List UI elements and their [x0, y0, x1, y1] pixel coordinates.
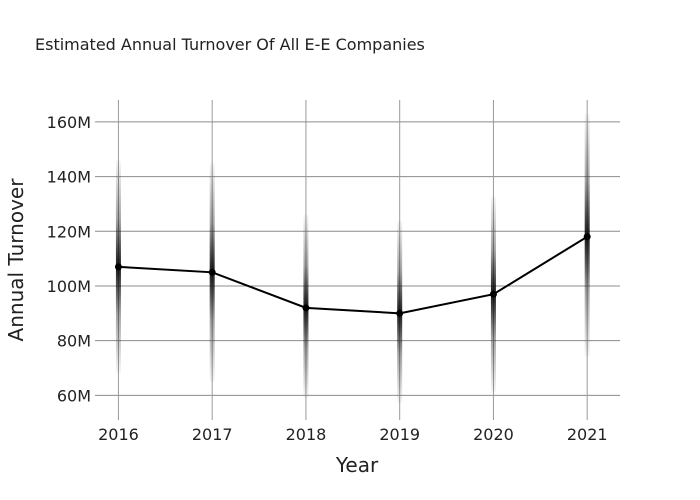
- x-tick-label: 2020: [473, 425, 514, 444]
- y-tick-label: 140M: [47, 168, 91, 187]
- data-point[interactable]: [583, 233, 591, 241]
- data-point[interactable]: [396, 309, 404, 317]
- markers: [114, 233, 591, 317]
- x-axis-title: Year: [335, 453, 379, 477]
- chart-title: Estimated Annual Turnover Of All E-E Com…: [35, 35, 425, 54]
- y-tick-label: 80M: [57, 332, 91, 351]
- y-tick-label: 160M: [47, 113, 91, 132]
- y-axis-title: Annual Turnover: [4, 178, 28, 342]
- x-axis-ticks: 2016 2017 2018 2019 2020 2021: [98, 425, 607, 444]
- grid: [95, 100, 620, 420]
- y-axis-ticks: 60M 80M 100M 120M 140M 160M: [47, 113, 91, 406]
- data-point[interactable]: [489, 290, 497, 298]
- x-tick-label: 2017: [192, 425, 233, 444]
- y-tick-label: 100M: [47, 277, 91, 296]
- data-point[interactable]: [114, 263, 122, 271]
- data-point[interactable]: [208, 268, 216, 276]
- x-tick-label: 2019: [379, 425, 420, 444]
- x-tick-label: 2018: [286, 425, 327, 444]
- x-tick-label: 2016: [98, 425, 139, 444]
- series-line-layer: [118, 235, 588, 315]
- data-point[interactable]: [302, 304, 310, 312]
- x-tick-label: 2021: [567, 425, 608, 444]
- series-line: [118, 235, 588, 315]
- y-tick-label: 60M: [57, 386, 91, 405]
- error-bands: [115, 113, 590, 404]
- y-tick-label: 120M: [47, 222, 91, 241]
